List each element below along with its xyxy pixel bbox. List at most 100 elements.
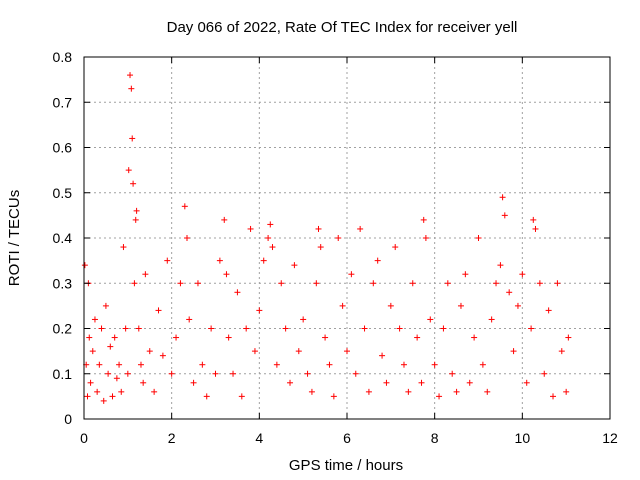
- data-point: [550, 393, 557, 400]
- data-point: [558, 348, 565, 355]
- data-point: [405, 388, 412, 395]
- data-point: [118, 388, 125, 395]
- data-point: [514, 302, 521, 309]
- data-point: [151, 388, 158, 395]
- data-point: [449, 370, 456, 377]
- data-point: [199, 361, 206, 368]
- data-point: [400, 361, 407, 368]
- data-point: [135, 325, 142, 332]
- data-point: [105, 370, 112, 377]
- data-point: [361, 325, 368, 332]
- data-point: [265, 235, 272, 241]
- data-point: [256, 307, 263, 314]
- data-point: [87, 379, 94, 386]
- data-point: [113, 375, 120, 382]
- x-axis-title: GPS time / hours: [289, 457, 403, 474]
- data-point: [208, 325, 215, 332]
- data-point: [125, 167, 132, 174]
- data-point: [140, 379, 147, 386]
- data-point: [94, 388, 101, 395]
- data-point: [565, 334, 572, 341]
- data-point: [269, 244, 276, 251]
- data-point: [251, 348, 258, 355]
- data-point: [116, 361, 123, 368]
- data-point: [100, 397, 107, 404]
- y-tick-labels: 0 0.1 0.2 0.3 0.4 0.5 0.6 0.7 0.8: [53, 49, 73, 427]
- data-point: [137, 361, 144, 368]
- data-point: [89, 348, 96, 355]
- data-point: [462, 271, 469, 278]
- data-point: [335, 235, 342, 241]
- y-tick-label: 0.5: [53, 185, 73, 201]
- data-point: [383, 379, 390, 386]
- data-point: [221, 216, 228, 223]
- data-point: [132, 216, 139, 223]
- data-point: [186, 316, 193, 323]
- data-point: [212, 370, 219, 377]
- x-tick-labels: 0 2 4 6 8 10 12: [80, 430, 618, 446]
- x-tick-label: 2: [168, 430, 176, 446]
- data-point: [260, 257, 267, 264]
- data-point: [142, 271, 149, 278]
- data-point: [379, 352, 386, 359]
- data-point: [532, 225, 539, 232]
- data-point: [107, 343, 114, 350]
- data-point: [506, 289, 513, 296]
- data-point: [98, 325, 105, 332]
- data-point: [295, 348, 302, 355]
- data-point: [177, 280, 184, 287]
- x-tick-label: 12: [602, 430, 618, 446]
- x-tick-label: 4: [255, 430, 263, 446]
- data-point: [159, 352, 166, 359]
- data-point: [267, 221, 274, 228]
- x-tick-label: 0: [80, 430, 88, 446]
- data-point: [422, 235, 429, 241]
- data-point: [155, 307, 162, 314]
- data-point: [133, 207, 140, 214]
- data-point: [238, 393, 245, 400]
- data-point: [352, 370, 359, 377]
- data-point: [127, 72, 134, 79]
- y-tick-label: 0.1: [53, 366, 73, 382]
- data-point: [190, 379, 197, 386]
- data-point: [344, 348, 350, 355]
- data-point: [164, 257, 171, 264]
- data-point: [278, 280, 285, 287]
- y-axis-title: ROTI / TECUs: [6, 190, 23, 286]
- y-tick-label: 0.2: [53, 321, 73, 337]
- data-point: [440, 325, 447, 332]
- data-point: [313, 280, 320, 287]
- y-tick-label: 0.6: [53, 140, 73, 156]
- data-point: [387, 302, 394, 309]
- data-point: [457, 302, 464, 309]
- data-point: [466, 379, 473, 386]
- data-point: [431, 361, 438, 368]
- data-point: [545, 307, 552, 314]
- data-point: [563, 388, 570, 395]
- data-point: [216, 257, 223, 264]
- data-point: [418, 379, 425, 386]
- data-point: [488, 316, 495, 323]
- data-point: [497, 262, 504, 269]
- data-point: [436, 393, 443, 400]
- y-tick-label: 0.3: [53, 275, 73, 291]
- data-point: [243, 325, 250, 332]
- data-point: [339, 302, 346, 309]
- data-point: [493, 280, 500, 287]
- data-point: [536, 280, 543, 287]
- data-point: [392, 244, 399, 251]
- data-point: [317, 244, 324, 251]
- data-point: [396, 325, 403, 332]
- data-point: [308, 388, 315, 395]
- axis-ticks: [83, 56, 611, 420]
- data-point: [374, 257, 381, 264]
- chart-title: Day 066 of 2022, Rate Of TEC Index for r…: [167, 19, 518, 36]
- data-point: [291, 262, 298, 269]
- data-point: [282, 325, 289, 332]
- data-point: [225, 334, 232, 341]
- data-point: [484, 388, 491, 395]
- data-point: [471, 334, 478, 341]
- data-point: [223, 271, 230, 278]
- data-point: [499, 194, 506, 201]
- data-point: [130, 180, 137, 187]
